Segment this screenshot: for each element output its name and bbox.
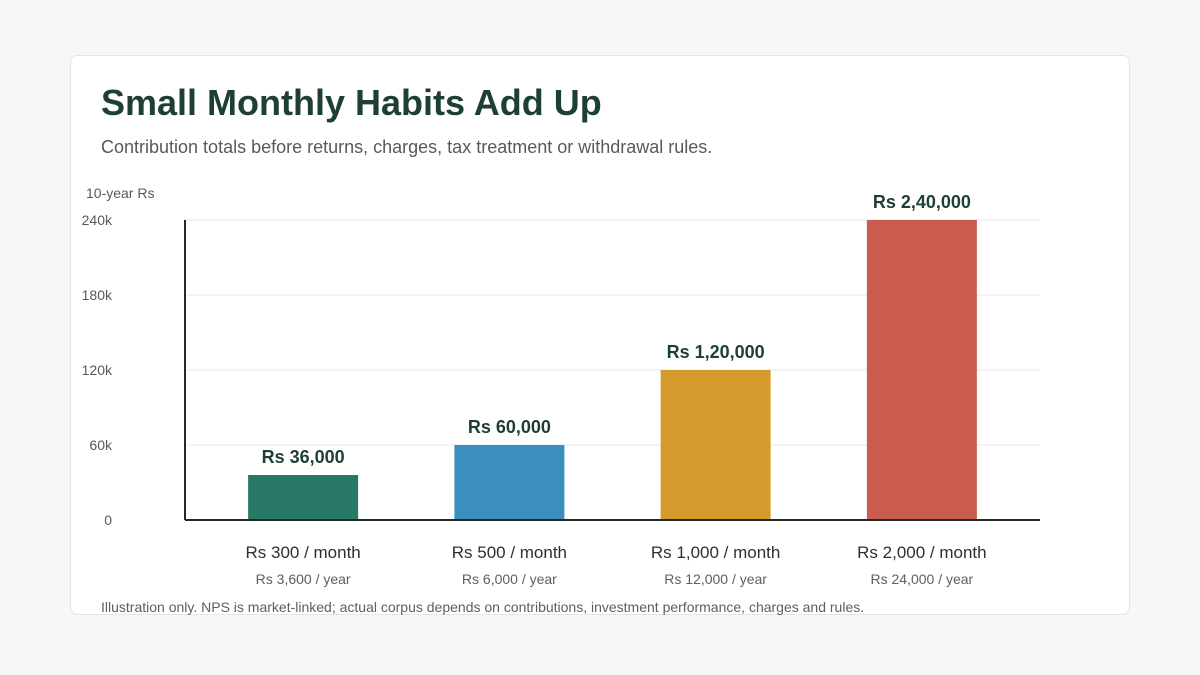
- y-tick-label: 180k: [82, 287, 113, 303]
- data-labels: Rs 36,000 Rs 60,000 Rs 1,20,000 Rs 2,40,000: [262, 192, 971, 467]
- category-sublabel: Rs 24,000 / year: [871, 571, 974, 587]
- bar: [454, 445, 565, 520]
- x-axis-ticks: Rs 300 / month Rs 3,600 / year Rs 500 / mo…: [245, 543, 986, 587]
- category-sublabel: Rs 12,000 / year: [664, 571, 767, 587]
- category-sublabel: Rs 6,000 / year: [462, 571, 557, 587]
- category-label: Rs 1,000 / month: [651, 543, 780, 562]
- bar: [660, 370, 771, 520]
- y-tick-label: 240k: [82, 212, 113, 228]
- bar-value-label: Rs 1,20,000: [667, 342, 765, 362]
- bar-value-label: Rs 60,000: [468, 417, 551, 437]
- chart-subtitle: Contribution totals before returns, char…: [101, 137, 713, 157]
- bar: [866, 220, 977, 520]
- chart-title: Small Monthly Habits Add Up: [101, 82, 602, 123]
- category-label: Rs 300 / month: [245, 543, 360, 562]
- chart-footnote: Illustration only. NPS is market-linked;…: [101, 599, 865, 615]
- category-label: Rs 500 / month: [452, 543, 567, 562]
- category-sublabel: Rs 3,600 / year: [256, 571, 351, 587]
- category-label: Rs 2,000 / month: [857, 543, 986, 562]
- bar: [248, 475, 359, 520]
- bar-value-label: Rs 36,000: [262, 447, 345, 467]
- y-tick-label: 120k: [82, 362, 113, 378]
- y-axis-label: 10-year Rs: [86, 185, 154, 201]
- y-tick-label: 0: [104, 512, 112, 528]
- bars: [248, 220, 977, 520]
- bar-value-label: Rs 2,40,000: [873, 192, 971, 212]
- y-tick-label: 60k: [89, 437, 113, 453]
- y-axis-ticks: 0 60k 120k 180k 240k: [82, 212, 113, 528]
